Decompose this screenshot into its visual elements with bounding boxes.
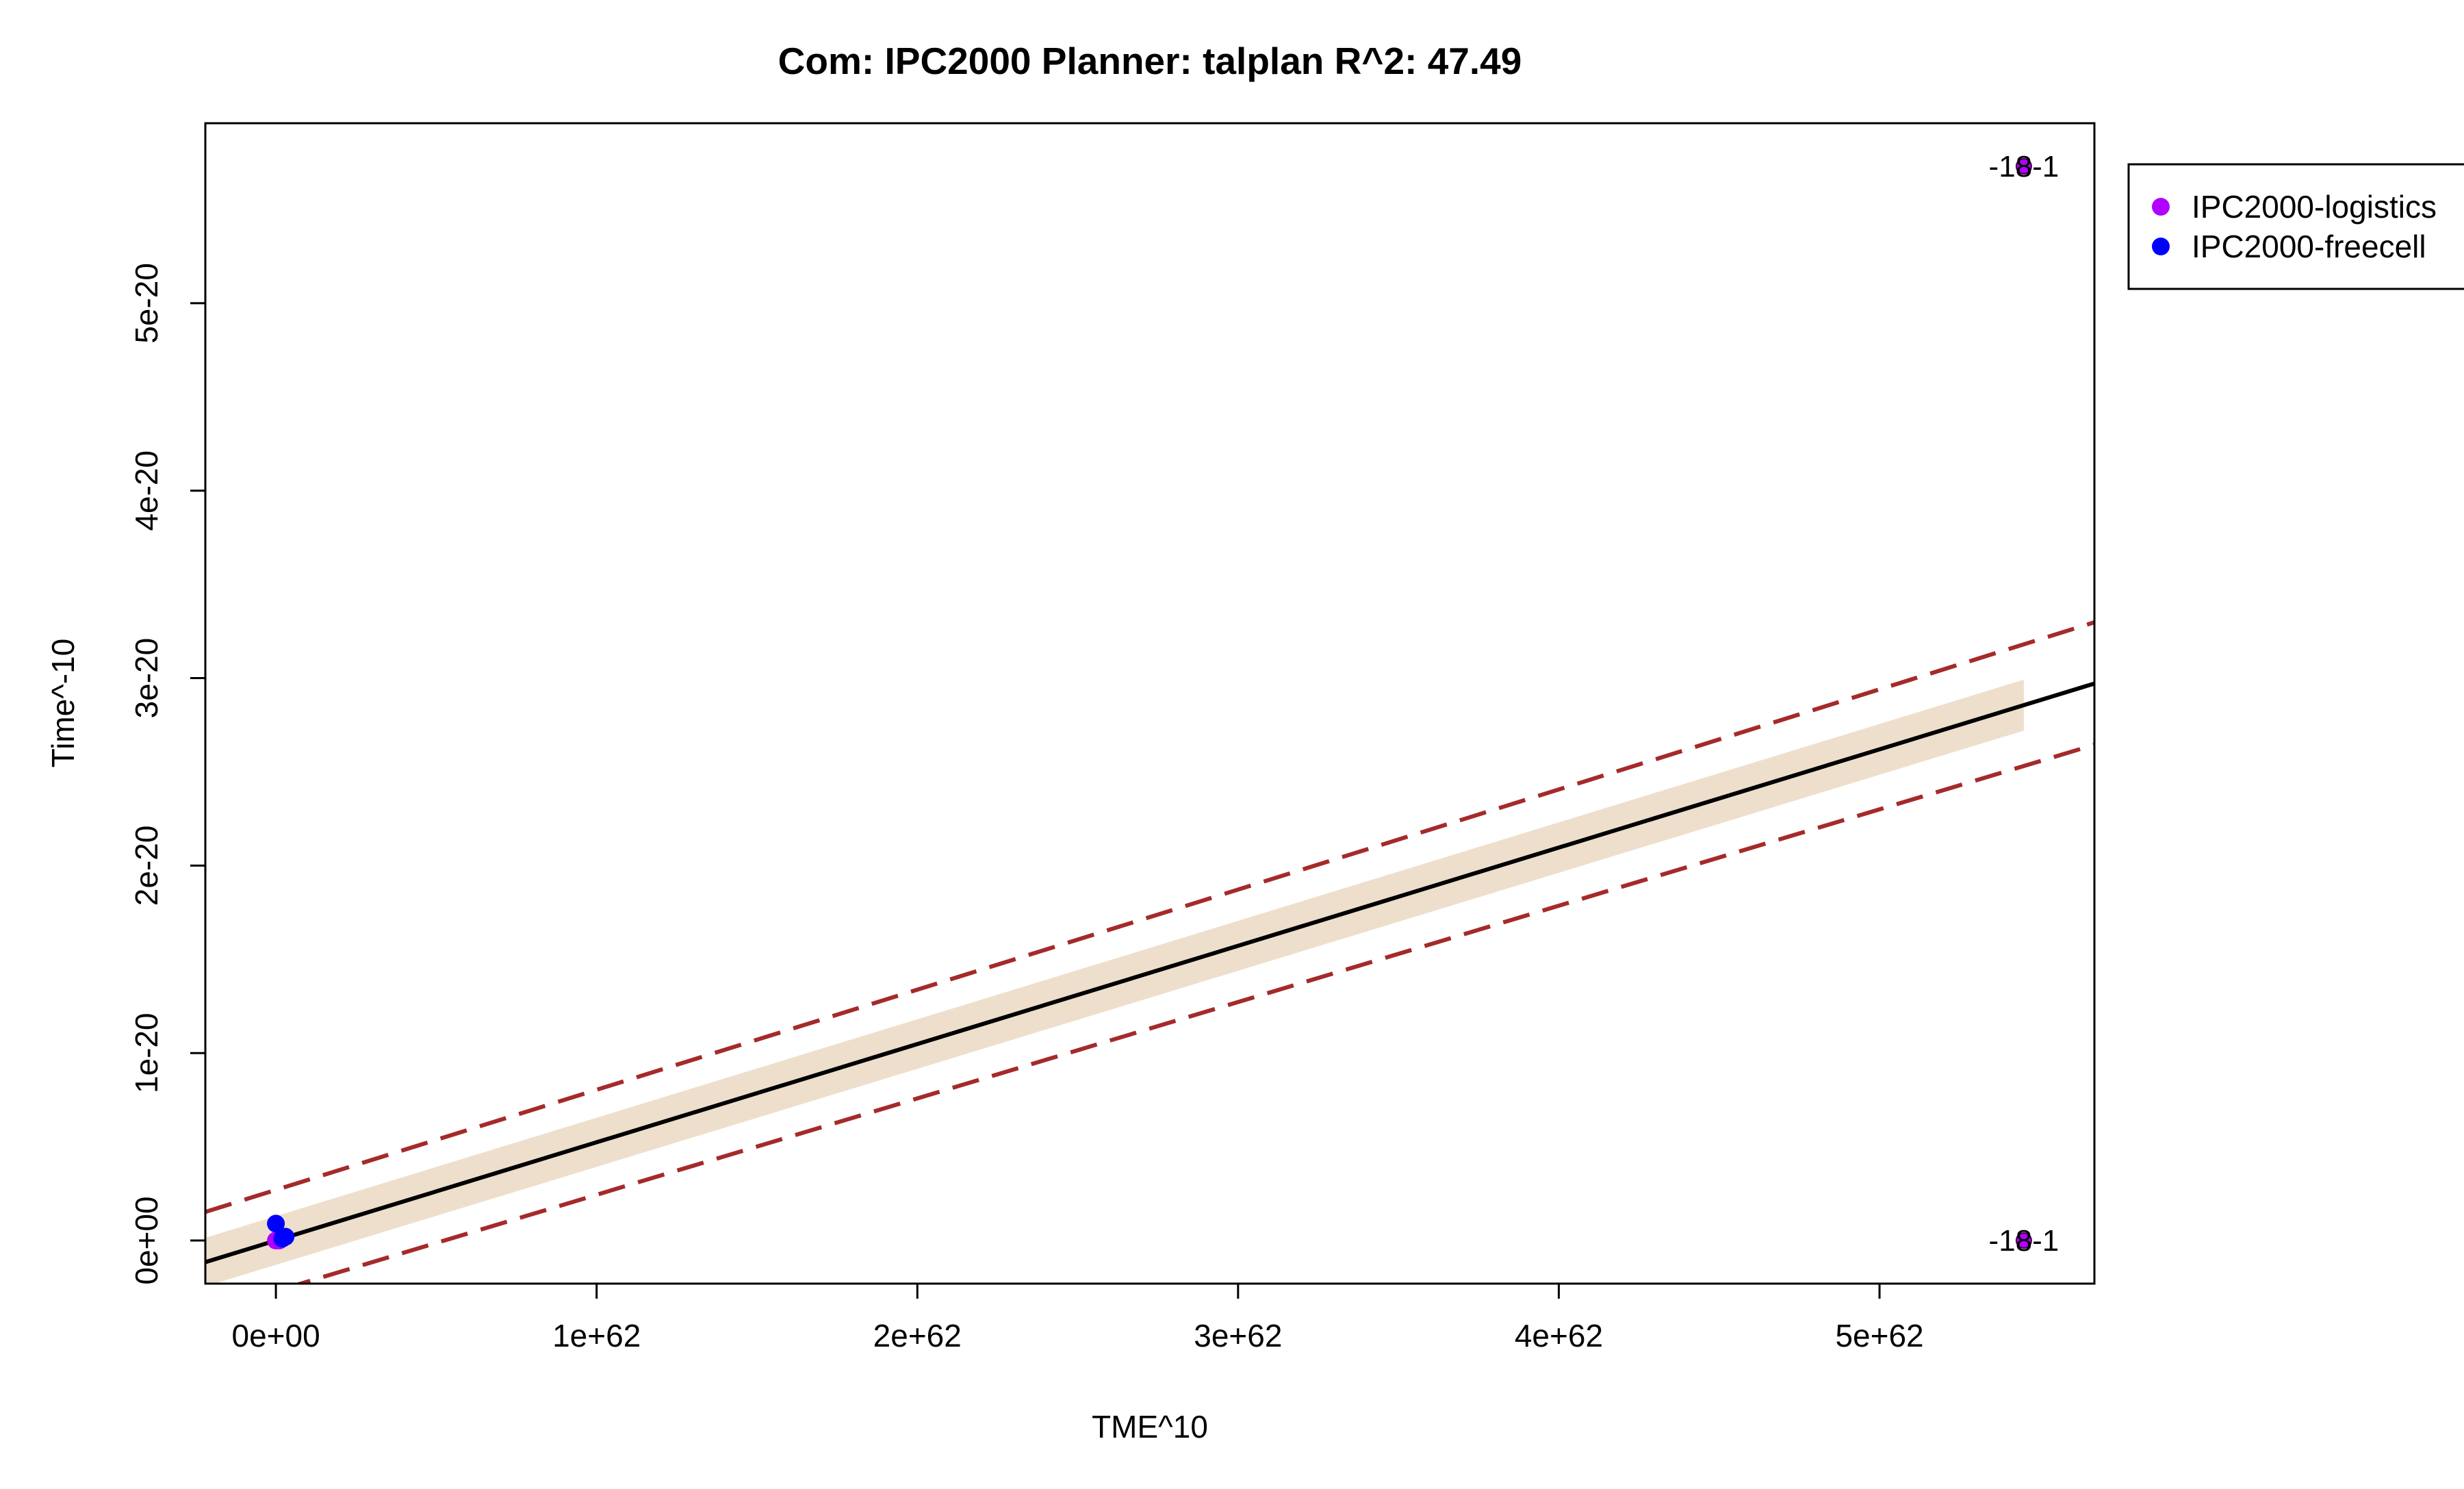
y-axis: 0e+00 1e-20 2e-20 3e-20 4e-20 5e-20 [129, 263, 205, 1285]
x-tick-label: 2e+62 [873, 1318, 962, 1353]
x-tick-label: 0e+00 [231, 1318, 320, 1353]
chart-title: Com: IPC2000 Planner: talplan R^2: 47.49 [778, 40, 1522, 82]
x-axis: 0e+00 1e+62 2e+62 3e+62 4e+62 5e+62 [231, 1282, 1924, 1353]
data-point [2015, 1232, 2032, 1249]
points-layer: -18-1 -18-1 [267, 150, 2059, 1258]
y-tick-label: 4e-20 [129, 450, 164, 531]
legend-marker [2152, 198, 2170, 216]
legend-label: IPC2000-freecell [2192, 229, 2426, 264]
legend-marker [2152, 238, 2170, 255]
data-point [273, 1230, 292, 1248]
plot-frame [204, 122, 2096, 1285]
y-tick-label: 0e+00 [129, 1196, 164, 1284]
y-axis-title: Time^-10 [45, 639, 81, 768]
regression-line [205, 681, 2094, 1264]
prediction-upper-line [205, 620, 2094, 1214]
prediction-lower-line [294, 743, 2094, 1284]
legend: IPC2000-logistics IPC2000-freecell [2127, 163, 2464, 290]
x-tick-label: 4e+62 [1515, 1318, 1603, 1353]
y-tick-label: 2e-20 [129, 826, 164, 906]
point-label: -18-1 [1989, 150, 2059, 183]
x-tick-label: 5e+62 [1835, 1318, 1923, 1353]
y-tick-label: 3e-20 [129, 638, 164, 719]
y-tick-label: 1e-20 [129, 1013, 164, 1093]
data-point [267, 1214, 285, 1233]
point-label: -18-1 [1989, 1224, 2059, 1258]
x-tick-label: 1e+62 [552, 1318, 641, 1353]
plot-layer [205, 620, 2094, 1284]
legend-label: IPC2000-logistics [2192, 189, 2437, 225]
data-point [2015, 157, 2032, 175]
legend-box [2127, 163, 2464, 290]
x-axis-title: TME^10 [1092, 1409, 1208, 1445]
x-tick-label: 3e+62 [1194, 1318, 1282, 1353]
y-tick-label: 5e-20 [129, 263, 164, 344]
